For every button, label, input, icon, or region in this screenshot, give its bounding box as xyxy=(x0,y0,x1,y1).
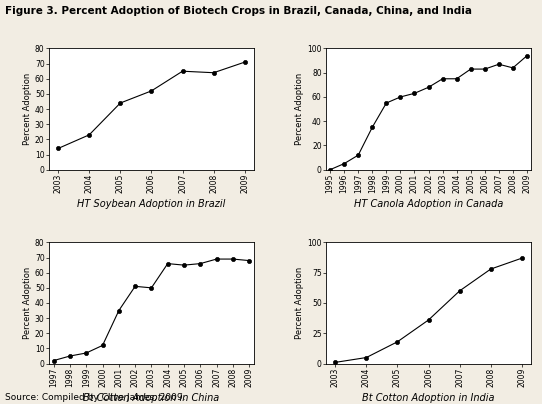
X-axis label: HT Canola Adoption in Canada: HT Canola Adoption in Canada xyxy=(354,199,503,209)
Y-axis label: Percent Adoption: Percent Adoption xyxy=(295,73,305,145)
Y-axis label: Percent Adoption: Percent Adoption xyxy=(295,267,305,339)
Text: Source: Compiled by Clive James, 2009.: Source: Compiled by Clive James, 2009. xyxy=(5,393,186,402)
X-axis label: Bt Cotton Adoption in India: Bt Cotton Adoption in India xyxy=(362,393,495,403)
Y-axis label: Percent Adoption: Percent Adoption xyxy=(23,73,32,145)
X-axis label: Bt Cotton Adoption in China: Bt Cotton Adoption in China xyxy=(83,393,220,403)
X-axis label: HT Soybean Adoption in Brazil: HT Soybean Adoption in Brazil xyxy=(77,199,225,209)
Text: Figure 3. Percent Adoption of Biotech Crops in Brazil, Canada, China, and India: Figure 3. Percent Adoption of Biotech Cr… xyxy=(5,6,473,16)
Y-axis label: Percent Adoption: Percent Adoption xyxy=(23,267,32,339)
